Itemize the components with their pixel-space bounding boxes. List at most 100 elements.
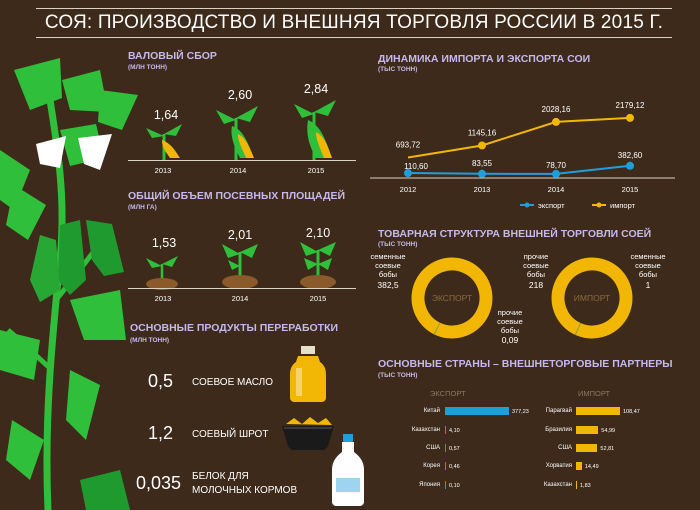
area-year-2013: 2013: [154, 294, 172, 303]
partner-value-label: 377,23: [512, 408, 529, 415]
partner-bar: [445, 481, 446, 489]
import-donut-chart: [551, 257, 633, 339]
harvest-value-2013: 1,64: [153, 108, 179, 122]
partner-value-label: 54,99: [601, 427, 616, 434]
partner-value-label: 14,49: [584, 463, 599, 470]
area-title: ОБЩИЙ ОБЪЕМ ПОСЕВНЫХ ПЛОЩАДЕЙ: [128, 190, 345, 202]
partner-bar: [445, 426, 446, 434]
product-name-oil: СОЕВОЕ МАСЛО: [192, 377, 274, 388]
area-year-2014: 2014: [231, 294, 249, 303]
product-name-protein-line2: МОЛОЧНЫХ КОРМОВ: [192, 485, 298, 496]
products-title: ОСНОВНЫЕ ПРОДУКТЫ ПЕРЕРАБОТКИ: [130, 322, 339, 334]
partner-bar: [445, 444, 446, 452]
meal-bowl-icon: [282, 417, 334, 450]
dynamics-unit: (ТЫС ТОНН): [378, 66, 418, 73]
export-donut-chart: [411, 257, 493, 339]
flower-petal: [36, 136, 66, 168]
line-data-label: 693,72: [396, 141, 421, 150]
import-slice-seed-value: 1: [645, 280, 651, 290]
soybean-plant-illustration: [0, 58, 138, 510]
partners-title: ОСНОВНЫЕ СТРАНЫ – ВНЕШНЕТОРГОВЫЕ ПАРТНЕР…: [378, 358, 673, 370]
structure-unit: (ТЫС ТОНН): [378, 241, 418, 248]
partner-value-label: 4,10: [449, 427, 460, 434]
partner-country-label: США: [558, 445, 572, 451]
sprout-icon: [216, 106, 258, 160]
line-chart-x-tick: 2013: [474, 185, 491, 194]
line-point: [404, 169, 412, 178]
soy-pod: [80, 470, 130, 510]
product-value-meal: 1,2: [148, 423, 174, 443]
milk-bottle-icon: [332, 434, 364, 506]
line-data-label: 382,60: [618, 151, 643, 160]
page-title: СОЯ: ПРОИЗВОДСТВО И ВНЕШНЯЯ ТОРГОВЛЯ РОС…: [44, 12, 664, 33]
line-point: [626, 113, 634, 122]
plant-leaf: [70, 290, 126, 340]
harvest-year-2013: 2013: [154, 166, 172, 175]
seedling-icon: [222, 244, 258, 289]
plant-leaf: [0, 150, 30, 210]
sprout-icon: [294, 100, 336, 160]
partner-country-label: США: [426, 445, 440, 451]
partner-country-label: Корея: [423, 463, 440, 469]
plant-leaf: [6, 185, 46, 240]
partner-bar: [576, 444, 598, 452]
structure-title: ТОВАРНАЯ СТРУКТУРА ВНЕШНЕЙ ТОРГОВЛИ СОЕЙ: [378, 228, 652, 240]
harvest-baseline: [128, 160, 356, 161]
partner-value-label: 108,47: [623, 408, 640, 415]
partner-country-label: Парагвай: [545, 408, 572, 414]
partner-bar: [576, 426, 599, 434]
import-slice-seed-label: семенные соевые бобы: [630, 252, 666, 279]
partner-country-label: Япония: [419, 482, 440, 488]
line-chart-x-tick: 2015: [622, 185, 639, 194]
partner-value-label: 52,81: [600, 445, 615, 452]
line-data-label: 83,55: [472, 159, 493, 168]
legend-marker: [596, 202, 602, 208]
partner-bar: [445, 407, 509, 415]
export-donut-name: ЭКСПОРТ: [431, 293, 473, 303]
harvest-year-2015: 2015: [307, 166, 325, 175]
line-data-label: 1145,16: [468, 128, 497, 137]
export-slice-other-label: прочие соевые бобы: [497, 308, 523, 335]
plant-leaf: [14, 58, 62, 110]
soy-pod: [30, 235, 60, 302]
export-slice-seed-label: семенные соевые бобы: [370, 252, 406, 279]
line-point: [552, 169, 560, 178]
line-series-export: [407, 164, 631, 175]
import-slice-other-value: 218: [528, 280, 544, 290]
line-data-label: 2028,16: [542, 105, 571, 114]
flower-petal: [78, 134, 112, 170]
partner-country-label: Казахстан: [543, 482, 572, 488]
product-name-meal: СОЕВЫЙ ШРОТ: [192, 429, 269, 440]
partner-country-label: Китай: [423, 408, 440, 414]
partner-bar: [445, 462, 446, 470]
partner-bar: [576, 462, 582, 470]
area-baseline: [128, 288, 356, 289]
title-rule-top: [36, 8, 672, 9]
area-year-2015: 2015: [309, 294, 327, 303]
line-point: [552, 117, 560, 126]
import-slice-other-label: прочие соевые бобы: [523, 252, 549, 279]
soy-pod: [86, 220, 124, 276]
partners-unit: (ТЫС ТОНН): [378, 372, 418, 379]
product-value-oil: 0,5: [148, 371, 174, 391]
plant-leaf: [0, 330, 40, 380]
harvest-year-2014: 2014: [229, 166, 247, 175]
soy-pod: [58, 220, 86, 295]
dynamics-title: ДИНАМИКА ИМПОРТА И ЭКСПОРТА СОИ: [378, 53, 591, 65]
line-chart-x-tick: 2012: [400, 185, 417, 194]
title-rule-bottom: [36, 37, 672, 38]
plant-leaf: [62, 70, 108, 112]
plant-leaf: [98, 90, 138, 130]
partner-country-label: Хорватия: [545, 463, 572, 469]
harvest-value-2015: 2,84: [303, 82, 329, 96]
legend-marker: [524, 202, 530, 208]
sprout-icon: [146, 124, 182, 160]
export-slice-seed-value: 382,5: [377, 280, 399, 290]
partners-export-header: ЭКСПОРТ: [430, 389, 466, 398]
partner-value-label: 0,46: [449, 463, 460, 470]
partner-value-label: 0,57: [449, 445, 460, 452]
seedling-icon: [146, 256, 178, 290]
line-series-import: [407, 116, 631, 159]
partners-import-header: ИМПОРТ: [578, 389, 611, 398]
donut-slice: [551, 257, 633, 339]
